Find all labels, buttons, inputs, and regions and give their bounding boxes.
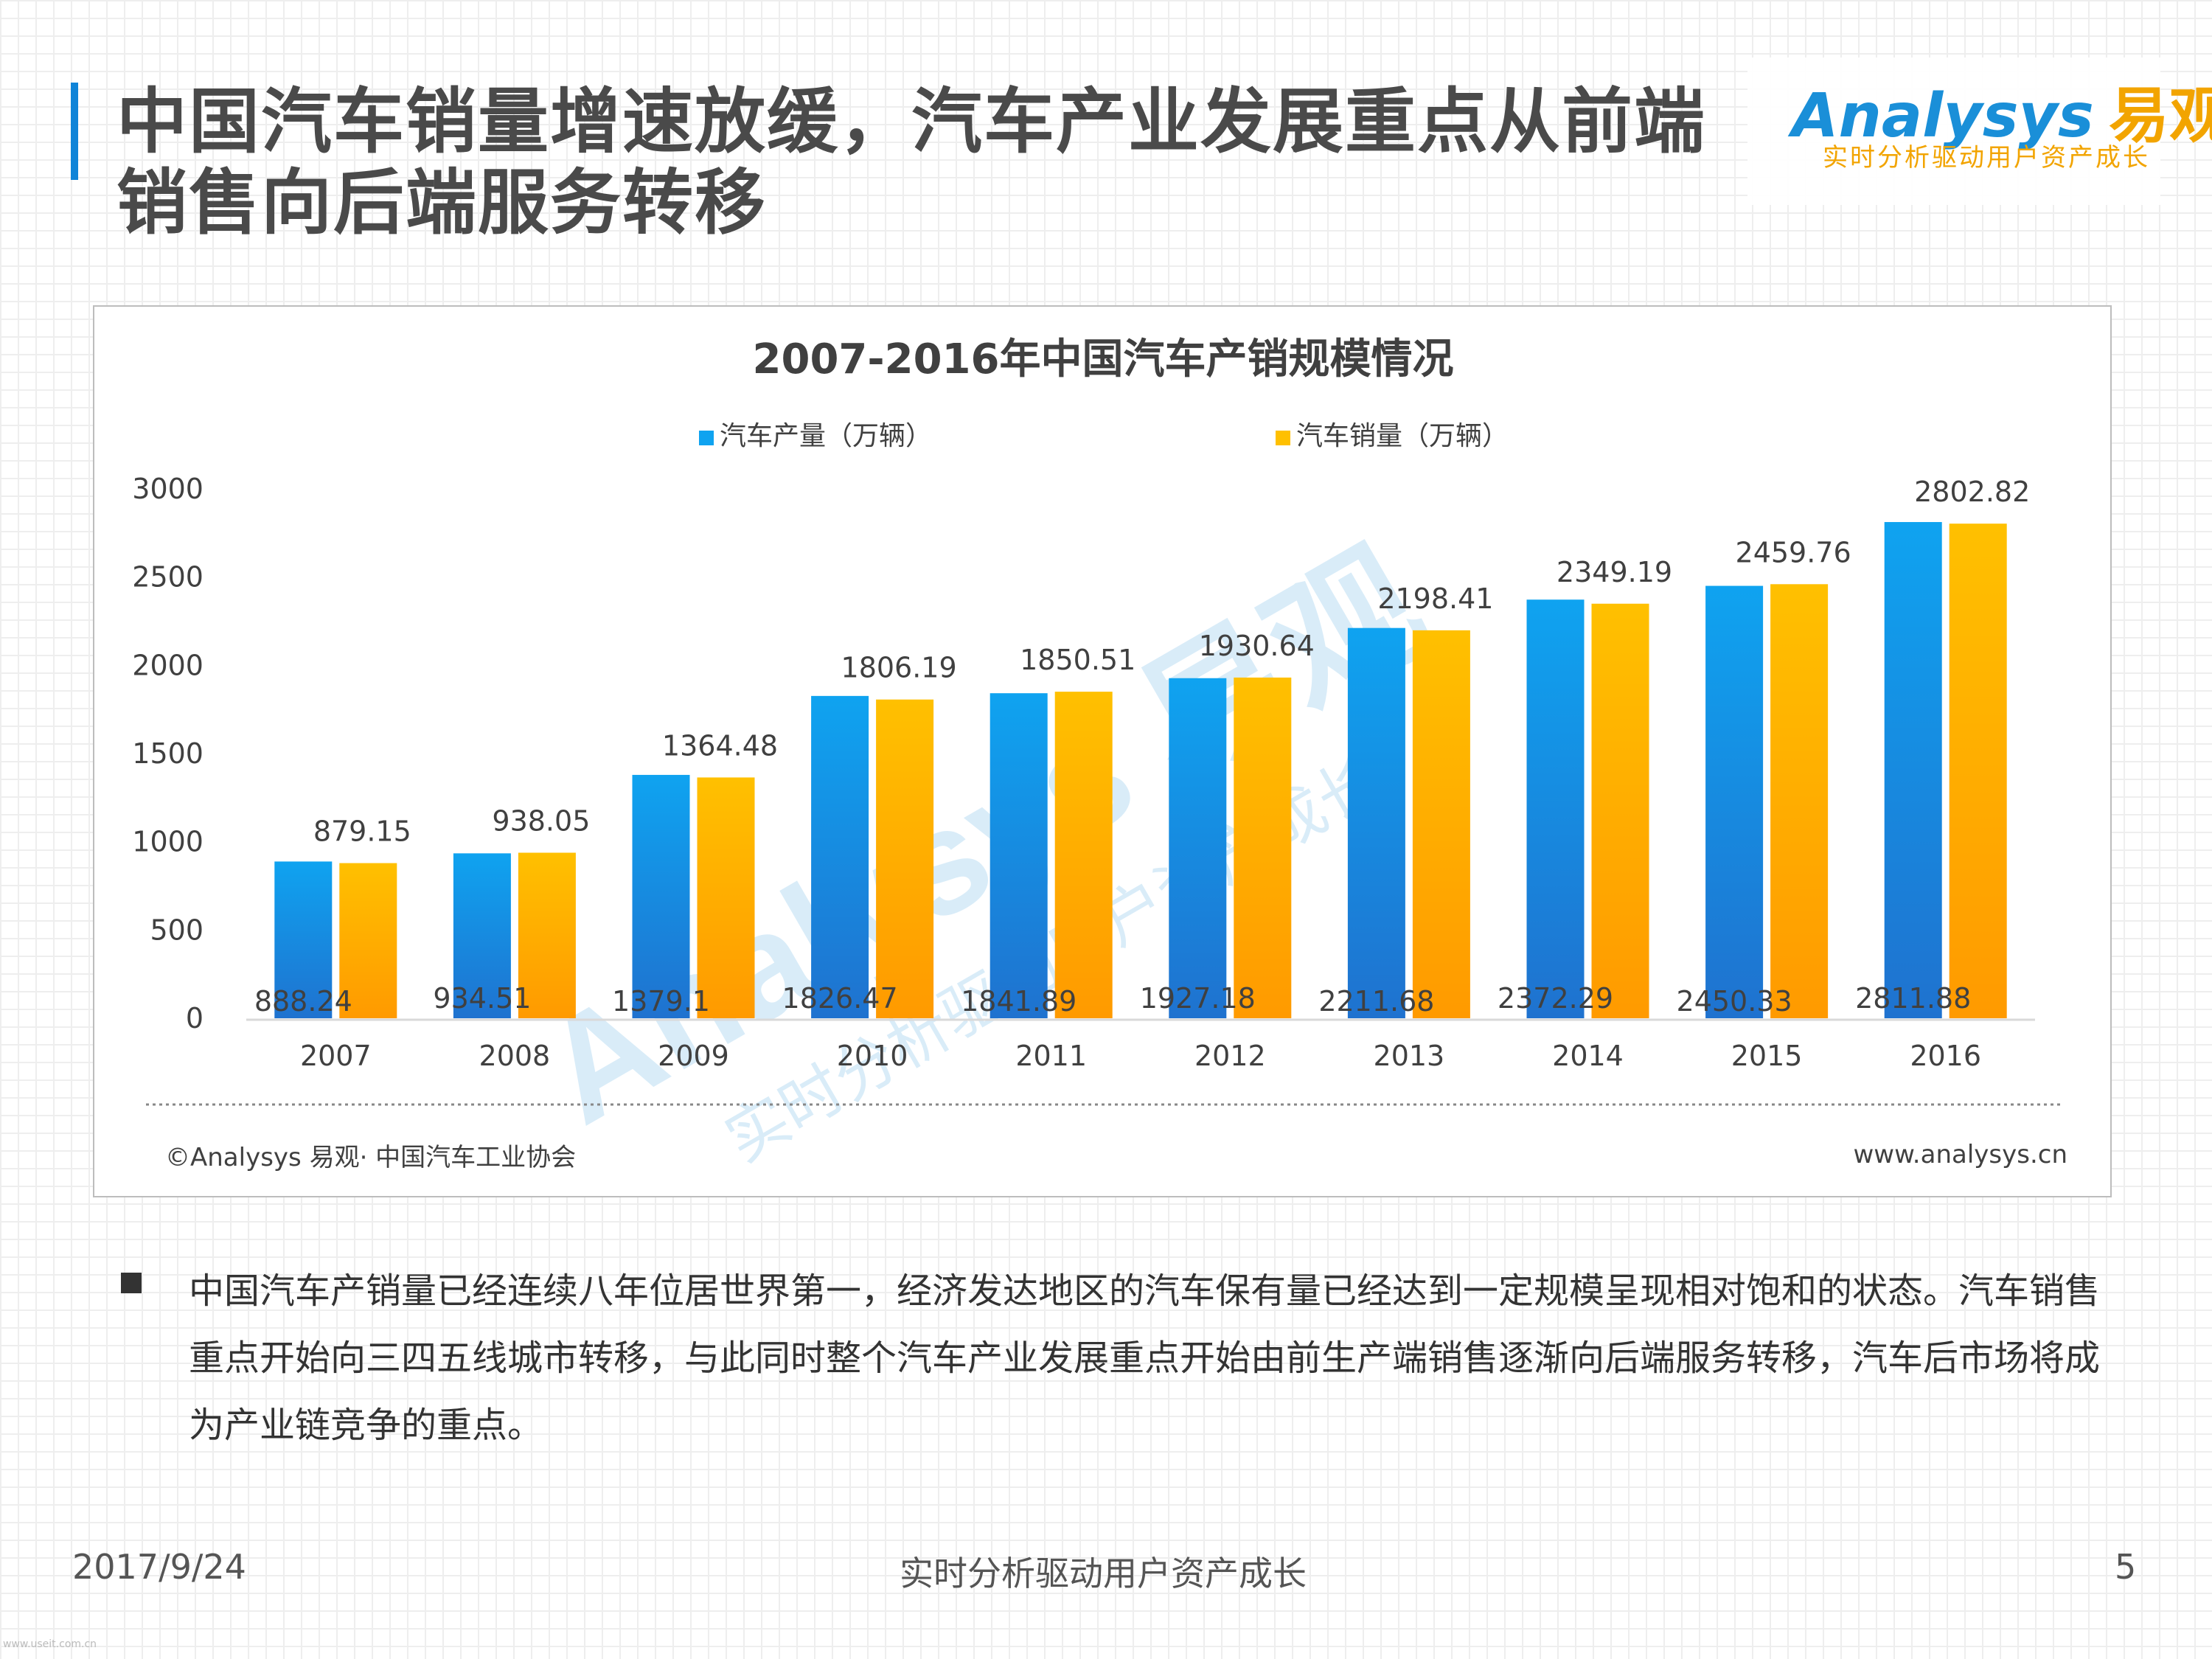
data-label-production-2014: 2372.29 [1498, 982, 1613, 1015]
data-label-production-2011: 1841.89 [961, 985, 1077, 1018]
data-label-sales-2013: 2198.41 [1377, 582, 1493, 615]
bar-production-2008 [453, 853, 511, 1018]
bar-chart: Analysys 易观 实时分析驱动用户资产成长 2007-2016年中国汽车产… [132, 335, 2068, 1175]
x-tick-label-2012: 2012 [1194, 1040, 1266, 1072]
logo-brand-name: nalysys [1838, 81, 2094, 151]
data-label-production-2015: 2450.33 [1677, 985, 1792, 1018]
bar-production-2010 [811, 695, 869, 1018]
data-label-production-2009: 1379.1 [612, 985, 710, 1018]
x-axis: 2007 2008 2009 2010 2011 2012 2013 2014 2015 2016 [300, 1040, 1981, 1072]
data-labels: 888.24 879.15 934.51 938.05 1379.1 1364.48 182… [254, 476, 2030, 1018]
x-tick-label-2007: 2007 [300, 1040, 372, 1072]
page-number: 5 [2115, 1547, 2137, 1587]
data-label-sales-2008: 938.05 [492, 804, 590, 837]
x-tick-label-2009: 2009 [658, 1040, 729, 1072]
legend-label-sales: 汽车销量（万辆） [1296, 421, 1509, 451]
bar-sales-2011 [1054, 692, 1113, 1018]
data-label-sales-2010: 1806.19 [841, 652, 957, 684]
bar-production-2015 [1705, 585, 1764, 1018]
data-label-sales-2011: 1850.51 [1020, 644, 1135, 676]
x-tick-label-2010: 2010 [837, 1040, 908, 1072]
bar-production-2009 [632, 774, 690, 1018]
footer-date: 2017/9/24 [72, 1547, 246, 1587]
source-watermark-text: www.useit.com.cn [3, 1638, 97, 1650]
data-label-production-2013: 2211.68 [1318, 985, 1434, 1018]
data-label-sales-2014: 2349.19 [1557, 556, 1672, 588]
chart-panel: Analysys 易观 实时分析驱动用户资产成长 2007-2016年中国汽车产… [93, 305, 2112, 1197]
bar-production-2013 [1347, 627, 1405, 1018]
data-label-production-2007: 888.24 [254, 985, 352, 1018]
bar-sales-2007 [339, 863, 397, 1018]
bar-production-2011 [990, 693, 1048, 1018]
bar-production-2012 [1169, 678, 1227, 1018]
bar-production-2007 [274, 861, 333, 1018]
bar-production-2016 [1884, 522, 1942, 1018]
bar-sales-2016 [1949, 524, 2007, 1018]
legend-swatch-sales [1276, 431, 1290, 445]
data-label-sales-2012: 1930.64 [1199, 630, 1315, 662]
y-tick-label: 1000 [132, 826, 204, 858]
bar-sales-2013 [1412, 630, 1470, 1018]
bar-sales-2014 [1591, 603, 1649, 1018]
data-label-sales-2009: 1364.48 [662, 729, 778, 762]
chart-legend: 汽车产量（万辆） 汽车销量（万辆） [699, 421, 1509, 451]
y-tick-label: 500 [150, 914, 204, 946]
chart-website[interactable]: www.analysys.cn [1854, 1140, 2068, 1169]
y-tick-label: 0 [186, 1002, 204, 1034]
data-label-sales-2016: 2802.82 [1914, 476, 2030, 508]
chart-title: 2007-2016年中国汽车产销规模情况 [753, 335, 1454, 383]
bar-sales-2010 [876, 699, 934, 1018]
footer-tagline: 实时分析驱动用户资产成长 [900, 1554, 1307, 1593]
x-tick-label-2014: 2014 [1552, 1040, 1624, 1072]
y-tick-label: 3000 [132, 473, 204, 505]
chart-source: ©Analysys 易观· 中国汽车工业协会 [165, 1143, 576, 1172]
data-label-production-2012: 1927.18 [1140, 982, 1256, 1015]
summary-paragraph: 中国汽车产销量已经连续八年位居世界第一，经济发达地区的汽车保有量已经达到一定规模… [189, 1270, 2101, 1446]
x-tick-label-2011: 2011 [1015, 1040, 1087, 1072]
x-tick-label-2008: 2008 [479, 1040, 551, 1072]
data-label-production-2010: 1826.47 [782, 982, 898, 1015]
bar-sales-2008 [518, 852, 576, 1018]
analysys-logo: Analysys 易观 实时分析驱动用户资产成长 [1747, 58, 2212, 205]
legend-swatch-production [699, 431, 714, 445]
bar-sales-2009 [697, 777, 755, 1018]
data-label-production-2008: 934.51 [433, 982, 531, 1015]
bar-series [274, 522, 2007, 1018]
x-tick-label-2013: 2013 [1374, 1040, 1445, 1072]
y-tick-label: 2500 [132, 561, 204, 594]
logo-brand-text: Analysys 易观 [1792, 66, 2212, 154]
x-tick-label-2015: 2015 [1731, 1040, 1803, 1072]
data-label-sales-2007: 879.15 [313, 815, 411, 848]
data-label-sales-2015: 2459.76 [1736, 536, 1851, 568]
y-tick-label: 2000 [132, 649, 204, 681]
logo-brand-prefix: A [1792, 81, 1839, 151]
bullet-square-icon [121, 1273, 142, 1293]
data-label-production-2016: 2811.88 [1855, 982, 1971, 1015]
bar-production-2014 [1526, 599, 1585, 1018]
logo-brand-cn: 易观 [2108, 81, 2212, 151]
bar-sales-2012 [1234, 677, 1292, 1018]
bar-sales-2015 [1770, 584, 1829, 1018]
title-accent-bar [71, 83, 78, 180]
x-tick-label-2016: 2016 [1910, 1040, 1981, 1072]
logo-tagline: 实时分析驱动用户资产成长 [1823, 143, 2150, 173]
legend-label-production: 汽车产量（万辆） [720, 421, 932, 451]
y-tick-label: 1500 [132, 737, 204, 770]
page-title: 中国汽车销量增速放缓，汽车产业发展重点从前端销售向后端服务转移 [116, 80, 1706, 244]
y-axis: 0 500 1000 1500 2000 2500 3000 [132, 473, 204, 1034]
